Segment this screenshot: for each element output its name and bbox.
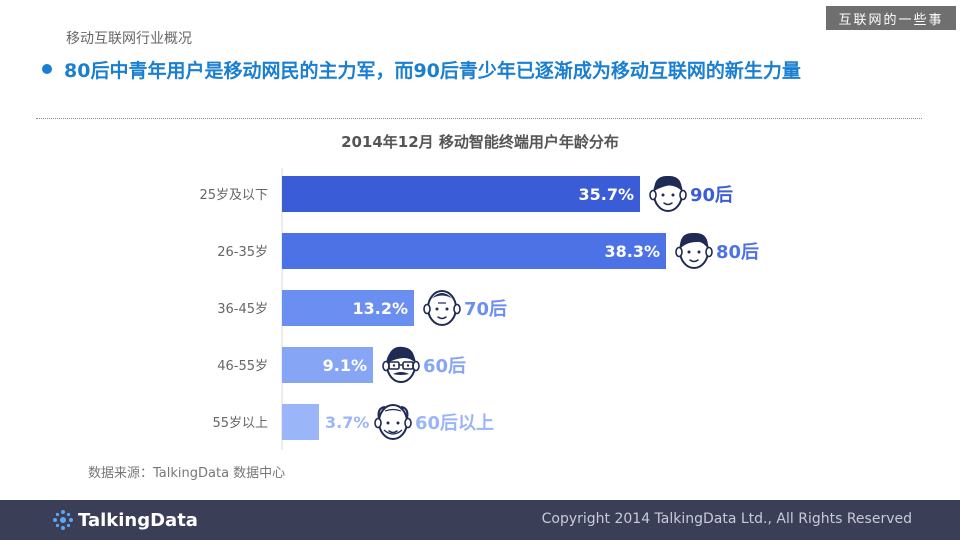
value-label: 13.2%: [352, 299, 408, 318]
mustache-glasses-face-icon: [382, 346, 420, 383]
copyright-text: Copyright 2014 TalkingData Ltd., All Rig…: [541, 511, 912, 527]
bar: [282, 290, 414, 326]
generation-label: 90后: [690, 185, 733, 206]
bar: [282, 233, 666, 269]
middle-aged-face-icon: [423, 290, 461, 326]
bar: [282, 347, 373, 383]
category-label: 25岁及以下: [199, 188, 268, 203]
category-label: 26-35岁: [217, 245, 268, 260]
talkingdata-logo-icon: [53, 510, 73, 530]
generation-label: 70后: [464, 299, 507, 320]
category-label: 46-55岁: [217, 359, 268, 374]
watermark-label: 互联网的一些事: [826, 6, 956, 30]
category-label: 55岁以上: [212, 416, 268, 431]
category-label: 36-45岁: [217, 302, 268, 317]
age-distribution-chart: 25岁及以下 35.7% 90后 26-35岁 38.3% 80后 36-45岁 13.2% 7…: [199, 168, 759, 450]
value-label: 3.7%: [325, 413, 369, 432]
generation-label: 60后以上: [415, 413, 494, 434]
value-label: 38.3%: [604, 242, 660, 261]
bar: [282, 176, 640, 212]
bar: [282, 404, 319, 440]
section-title: 移动互联网行业概况: [66, 31, 192, 47]
bullet-icon: [42, 64, 52, 74]
headline: 80后中青年用户是移动网民的主力军，而90后青少年已逐渐成为移动互联网的新生力量: [64, 60, 801, 82]
adult-face-icon: [675, 232, 713, 269]
data-source: 数据来源：TalkingData 数据中心: [88, 466, 286, 481]
generation-label: 80后: [716, 242, 759, 263]
young-face-icon: [649, 175, 687, 212]
footer-logo-text: TalkingData: [78, 509, 198, 531]
footer-logo: TalkingData: [52, 508, 198, 532]
value-label: 9.1%: [323, 356, 367, 375]
chart-title: 2014年12月 移动智能终端用户年龄分布: [341, 133, 619, 151]
elder-face-icon: [374, 404, 412, 440]
value-label: 35.7%: [578, 185, 634, 204]
generation-label: 60后: [423, 356, 466, 377]
footer-bar: TalkingData Copyright 2014 TalkingData L…: [0, 500, 960, 540]
divider: [36, 118, 922, 119]
